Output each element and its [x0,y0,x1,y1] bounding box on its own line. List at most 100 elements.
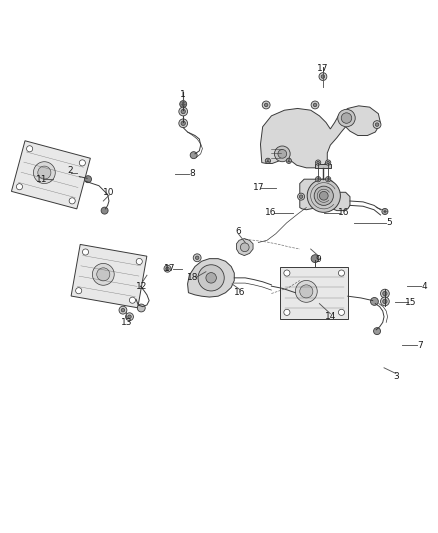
Circle shape [265,158,271,164]
Text: 13: 13 [121,318,132,327]
Circle shape [101,207,108,214]
Text: 17: 17 [317,64,328,73]
Circle shape [341,113,352,123]
Polygon shape [237,239,253,256]
Circle shape [126,313,134,321]
Circle shape [278,149,287,158]
Text: 17: 17 [253,183,264,192]
Circle shape [85,176,92,183]
Circle shape [284,270,290,276]
Circle shape [339,270,345,276]
Circle shape [275,146,290,161]
Circle shape [295,280,317,302]
Circle shape [373,120,381,128]
Circle shape [38,166,51,179]
Circle shape [138,304,145,312]
Circle shape [119,306,127,314]
Circle shape [97,268,110,281]
Circle shape [190,152,197,159]
Circle shape [179,107,187,116]
Circle shape [179,119,187,128]
Text: 6: 6 [236,227,241,236]
Polygon shape [187,259,234,297]
Circle shape [327,178,329,181]
Text: 5: 5 [386,219,392,228]
Circle shape [339,309,345,316]
Circle shape [311,255,319,263]
Polygon shape [300,179,350,211]
Circle shape [129,297,135,303]
Circle shape [180,101,187,108]
Circle shape [136,259,142,264]
Circle shape [16,184,22,190]
Circle shape [262,101,270,109]
Bar [280,266,348,319]
Circle shape [286,158,291,164]
Circle shape [383,292,387,296]
Circle shape [79,160,85,166]
Circle shape [314,186,333,205]
Circle shape [265,103,268,107]
Circle shape [381,289,389,298]
Bar [11,141,90,209]
Text: 18: 18 [187,273,198,282]
Circle shape [166,267,169,270]
Circle shape [315,176,321,182]
Circle shape [193,254,201,262]
Circle shape [300,285,313,298]
Circle shape [321,75,325,78]
Text: 3: 3 [393,372,399,381]
Circle shape [297,193,304,200]
Text: 12: 12 [136,281,148,290]
Circle shape [381,297,389,306]
Text: 15: 15 [405,298,417,307]
Text: 16: 16 [338,208,349,217]
Circle shape [325,160,331,165]
Circle shape [319,72,327,80]
Circle shape [317,178,319,181]
Circle shape [206,272,216,283]
Polygon shape [261,106,381,168]
Circle shape [121,309,125,312]
Text: 9: 9 [316,255,321,264]
Circle shape [327,161,329,164]
Circle shape [383,299,387,304]
Text: 17: 17 [164,264,175,273]
Text: 10: 10 [103,188,115,197]
Circle shape [311,101,319,109]
Text: 1: 1 [180,90,186,99]
Circle shape [371,297,378,305]
Bar [71,245,147,308]
Circle shape [69,198,75,204]
Circle shape [375,123,379,126]
Circle shape [338,109,355,127]
Circle shape [284,309,290,316]
Text: 16: 16 [265,208,276,217]
Text: 11: 11 [35,175,47,184]
Circle shape [92,263,114,285]
Text: 8: 8 [189,169,195,178]
Circle shape [195,256,199,260]
Polygon shape [315,164,331,168]
Circle shape [317,161,319,164]
Text: 14: 14 [325,312,336,321]
Text: 16: 16 [234,288,246,297]
Circle shape [82,249,88,255]
Circle shape [374,328,381,335]
Circle shape [181,121,185,125]
Circle shape [128,315,131,318]
Circle shape [292,289,301,298]
Text: 4: 4 [421,281,427,290]
Circle shape [313,103,317,107]
Circle shape [319,191,328,200]
Circle shape [307,179,340,212]
Circle shape [76,288,82,294]
Circle shape [181,109,185,114]
Circle shape [315,160,321,165]
Circle shape [164,265,171,272]
Circle shape [299,195,303,198]
Circle shape [27,146,33,152]
Circle shape [240,243,249,252]
Text: 7: 7 [417,341,423,350]
Text: 2: 2 [68,166,73,175]
